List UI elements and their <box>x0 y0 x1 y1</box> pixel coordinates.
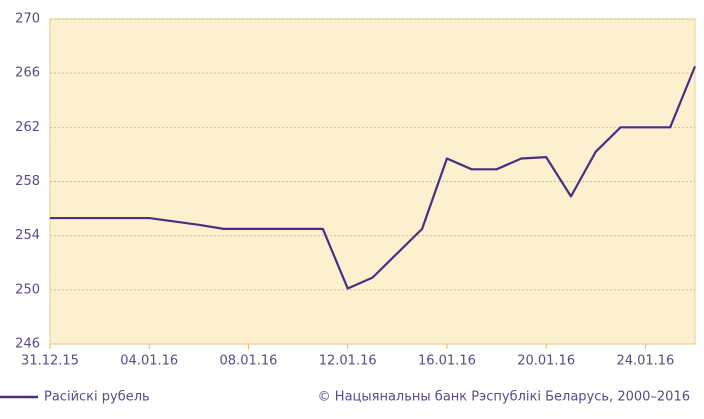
footer: © Нацыянальны банк Рэспублікі Беларусь, … <box>318 390 690 405</box>
y-tick-label: 270 <box>15 12 40 27</box>
y-tick-label: 262 <box>15 120 40 135</box>
x-tick-label: 16.01.16 <box>418 354 476 369</box>
series-line <box>50 65 697 290</box>
x-tick-label: 24.01.16 <box>616 354 674 369</box>
x-tick-label: 20.01.16 <box>517 354 575 369</box>
x-tick-label: 04.01.16 <box>120 354 178 369</box>
y-tick-label: 246 <box>15 337 40 352</box>
x-tick-label: 31.12.15 <box>21 354 79 369</box>
y-tick-label: 266 <box>15 66 40 81</box>
x-tick-label: 12.01.16 <box>319 354 377 369</box>
legend-label: Расійскі рубель <box>44 390 150 405</box>
y-tick-label: 250 <box>15 282 40 297</box>
x-tick-label: 08.01.16 <box>220 354 278 369</box>
y-tick-label: 258 <box>15 174 40 189</box>
y-tick-label: 254 <box>15 228 40 243</box>
